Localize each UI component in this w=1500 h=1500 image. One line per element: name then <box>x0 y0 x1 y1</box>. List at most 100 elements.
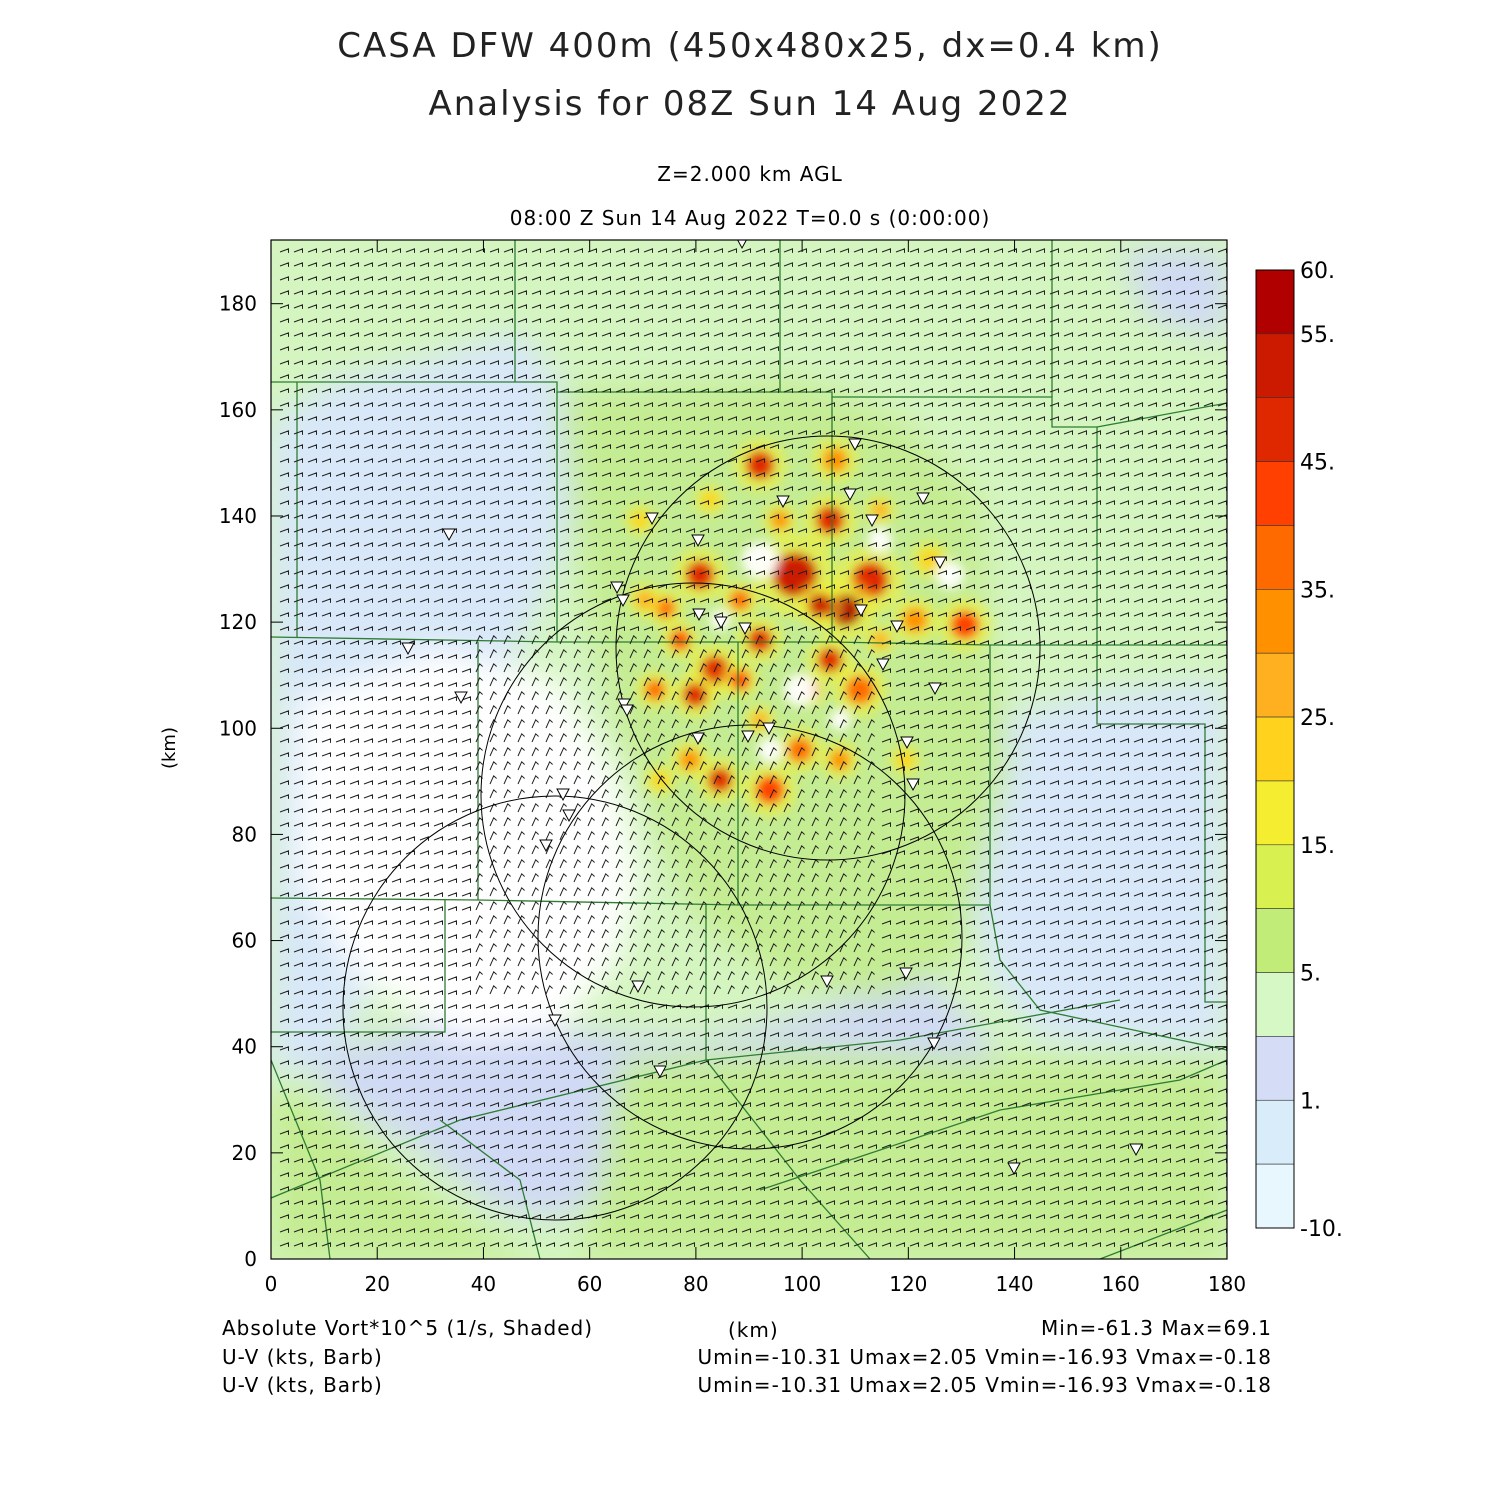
colorbar-label: 25. <box>1300 706 1335 731</box>
y-tick-label: 40 <box>232 1035 257 1059</box>
colorbar-swatch <box>1255 525 1295 590</box>
colorbar-swatch <box>1255 908 1295 973</box>
colorbar <box>1255 269 1295 1229</box>
station-marker <box>616 594 630 608</box>
x-tick-label: 60 <box>577 1272 602 1296</box>
station-marker <box>562 809 576 823</box>
plot-title-line1: CASA DFW 400m (450x480x25, dx=0.4 km) <box>337 26 1163 66</box>
station-marker <box>539 839 553 853</box>
y-tick-label: 160 <box>219 398 257 422</box>
time-subtitle: 08:00 Z Sun 14 Aug 2022 T=0.0 s (0:00:00… <box>509 206 991 230</box>
colorbar-swatch <box>1255 780 1295 846</box>
y-tick-label: 80 <box>232 822 257 846</box>
uv-range-1: Umin=-10.31 Umax=2.05 Vmin=-16.93 Vmax=-… <box>697 1345 1272 1369</box>
blue-region-northeast <box>1120 250 1227 340</box>
station-marker <box>1129 1143 1143 1157</box>
colorbar-swatch <box>1255 269 1295 335</box>
colorbar-swatch <box>1255 1036 1295 1101</box>
colorbar-swatch <box>1255 716 1295 782</box>
station-marker <box>776 495 790 509</box>
green-region-southeast <box>580 1050 1227 1259</box>
station-marker <box>865 514 879 528</box>
station-marker <box>737 240 747 250</box>
station-marker <box>691 534 705 548</box>
station-marker <box>610 581 624 595</box>
y-tick-label: 60 <box>232 929 257 953</box>
station-marker <box>548 1014 562 1028</box>
station-marker <box>762 722 776 736</box>
x-tick-label: 160 <box>1102 1272 1140 1296</box>
station-marker <box>645 512 659 526</box>
colorbar-swatch <box>1255 972 1295 1037</box>
axis-ticks <box>270 240 1228 1260</box>
x-tick-labels: 0 20 40 60 80 100 120 140 160 180 <box>265 1272 1246 1296</box>
station-marker <box>906 778 920 792</box>
y-tick-label: 100 <box>219 716 257 740</box>
x-tick-label: 80 <box>683 1272 708 1296</box>
barb-caption-1: U-V (kts, Barb) <box>222 1345 383 1369</box>
y-tick-label: 180 <box>219 292 257 316</box>
colorbar-swatch <box>1255 589 1295 654</box>
barb-caption-2: U-V (kts, Barb) <box>222 1373 383 1397</box>
colorbar-label: 5. <box>1300 962 1321 987</box>
colorbar-swatch <box>1255 461 1295 526</box>
station-marker <box>933 556 947 570</box>
station-marker <box>843 488 857 502</box>
colorbar-label: 45. <box>1300 451 1335 476</box>
shaded-field <box>271 240 1227 1259</box>
colorbar-swatch <box>1255 333 1295 399</box>
green-region-southwest <box>271 1080 540 1259</box>
y-axis-label: (km) <box>159 727 180 769</box>
station-marker <box>876 658 890 672</box>
station-marker <box>692 608 706 622</box>
station-marker <box>738 622 752 636</box>
x-axis-label: (km) <box>728 1318 779 1342</box>
plot-frame <box>270 239 1228 1260</box>
radar-range-rings <box>342 435 1041 1221</box>
colorbar-label: 1. <box>1300 1089 1321 1114</box>
x-tick-label: 20 <box>364 1272 389 1296</box>
station-marker <box>631 980 645 994</box>
min-max-values: Min=-61.3 Max=69.1 <box>1041 1316 1272 1340</box>
colorbar-label: 35. <box>1300 578 1335 603</box>
station-marker <box>854 604 868 618</box>
x-tick-label: 0 <box>265 1272 278 1296</box>
y-tick-labels: 0 20 40 60 80 100 120 140 160 180 <box>219 292 257 1271</box>
y-tick-label: 140 <box>219 504 257 528</box>
y-tick-label: 20 <box>232 1141 257 1165</box>
county-boundaries <box>271 240 1227 1259</box>
station-marker <box>714 616 728 630</box>
station-marker <box>691 732 705 746</box>
colorbar-frame <box>1255 269 1295 1229</box>
blue-region-east <box>960 680 1227 1050</box>
colorbar-label: -10. <box>1300 1217 1343 1242</box>
station-marker <box>442 528 456 542</box>
station-marker <box>653 1065 667 1079</box>
y-tick-label: 120 <box>219 610 257 634</box>
station-marker <box>401 642 415 656</box>
white-region-southwest <box>300 650 640 1040</box>
colorbar-label: 55. <box>1300 323 1335 348</box>
colorbar-swatch <box>1255 1099 1295 1165</box>
station-markers <box>401 240 1143 1176</box>
station-marker <box>820 975 834 989</box>
plot-title-line2: Analysis for 08Z Sun 14 Aug 2022 <box>428 84 1072 124</box>
colorbar-swatch <box>1255 1163 1295 1229</box>
x-tick-label: 180 <box>1208 1272 1246 1296</box>
x-tick-label: 40 <box>471 1272 496 1296</box>
station-marker <box>900 736 914 750</box>
station-marker <box>928 682 942 696</box>
x-tick-label: 140 <box>995 1272 1033 1296</box>
station-marker <box>741 730 755 744</box>
station-marker <box>848 438 862 452</box>
station-marker <box>899 967 913 981</box>
colorbar-swatch <box>1255 844 1295 909</box>
station-marker <box>454 691 468 705</box>
colorbar-swatch <box>1255 397 1295 462</box>
shading-caption: Absolute Vort*10^5 (1/s, Shaded) <box>222 1316 594 1340</box>
colorbar-label: 60. <box>1300 259 1335 284</box>
station-marker <box>927 1037 941 1051</box>
uv-range-2: Umin=-10.31 Umax=2.05 Vmin=-16.93 Vmax=-… <box>697 1373 1272 1397</box>
colorbar-swatch <box>1255 652 1295 718</box>
